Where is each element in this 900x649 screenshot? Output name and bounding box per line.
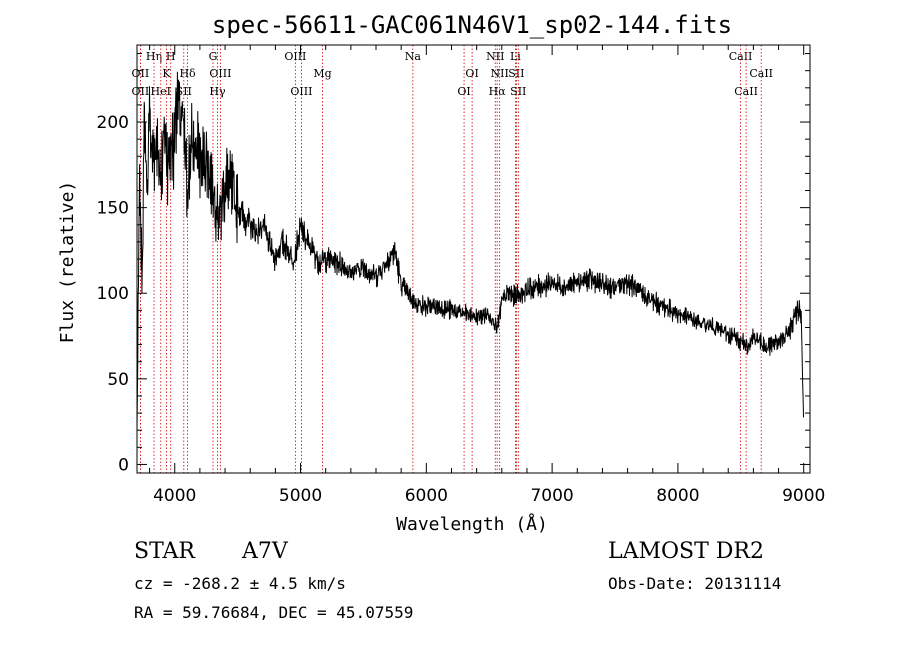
spectral-line-label: Hα	[489, 85, 507, 98]
spectral-line-label: Hη	[146, 50, 162, 63]
plot-frame	[136, 44, 811, 474]
spectral-line-label: Mg	[313, 67, 331, 80]
y-tick-label: 150	[97, 199, 129, 219]
spectral-line-label: OI	[465, 67, 478, 80]
spectral-line-label: OII	[132, 85, 150, 98]
spectral-line-label: Hδ	[179, 67, 196, 80]
spectral-line-label: K	[162, 67, 171, 80]
spectral-line-label: OIII	[209, 67, 231, 80]
radial-velocity: cz = -268.2 ± 4.5 km/s	[134, 574, 346, 593]
x-tick-label: 9000	[782, 486, 825, 506]
spectral-line-label: CaII	[729, 50, 753, 63]
spectral-line-label: SII	[510, 85, 526, 98]
spectral-line-label: HeI	[151, 85, 171, 98]
spectrum-series	[136, 71, 804, 430]
spectral-line-label: OIII	[284, 50, 306, 63]
x-tick-label: 5000	[279, 486, 322, 506]
spectral-line-label: NII	[491, 67, 509, 80]
x-axis-label: Wavelength (Å)	[396, 513, 548, 535]
coordinates: RA = 59.76684, DEC = 45.07559	[134, 603, 414, 622]
y-tick-label: 50	[107, 370, 129, 390]
spectral-subclass: A7V	[242, 539, 288, 564]
object-class: STAR	[134, 539, 195, 564]
x-axis-ticks: 4000 5000 6000 7000 8000 9000	[149, 45, 825, 506]
spectral-line-label: CaII	[749, 67, 773, 80]
spectral-line-label: G	[209, 50, 218, 63]
chart-title: spec-56611-GAC061N46V1_sp02-144.fits	[212, 11, 732, 39]
survey-name: LAMOST DR2	[608, 539, 764, 564]
spectral-line-markers: OIIOIIHηHeIKHHδSIIGOIIIHγOIIIOIIIMgNaOIO…	[132, 45, 773, 473]
y-tick-label: 100	[97, 284, 129, 304]
x-tick-label: 6000	[405, 486, 448, 506]
spectral-line-label: Hγ	[209, 85, 226, 98]
spectral-line-label: Na	[405, 50, 422, 63]
spectral-line-label: H	[166, 50, 176, 63]
spectral-line-label: OIII	[290, 85, 312, 98]
spectral-line-label: OI	[457, 85, 470, 98]
x-tick-label: 8000	[656, 486, 699, 506]
spectral-line-label: SII	[508, 67, 524, 80]
y-axis-label: Flux (relative)	[57, 181, 78, 344]
y-tick-label: 200	[97, 113, 129, 133]
spectral-line-label: Li	[510, 50, 521, 63]
y-axis-ticks: 0 50 100 150 200	[97, 53, 810, 475]
x-tick-label: 7000	[530, 486, 573, 506]
spectrum-line-0	[136, 71, 804, 430]
x-tick-label: 4000	[153, 486, 196, 506]
observation-date: Obs-Date: 20131114	[608, 574, 782, 593]
y-tick-label: 0	[118, 455, 129, 475]
spectral-line-label: CaII	[734, 85, 758, 98]
spectral-line-label: NII	[486, 50, 504, 63]
